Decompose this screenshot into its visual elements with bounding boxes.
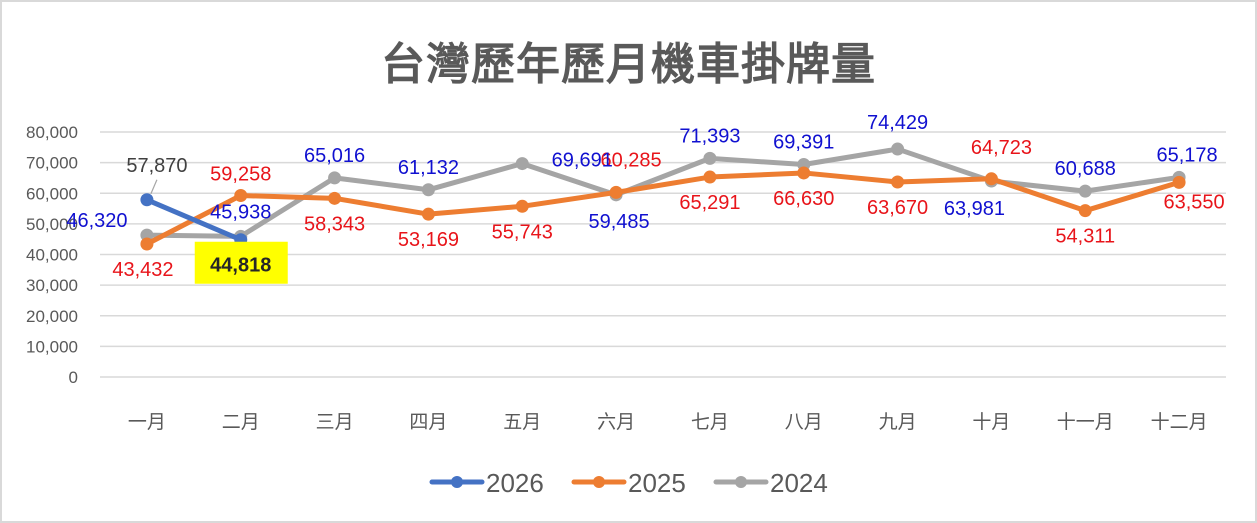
x-tick-label: 二月	[222, 411, 260, 433]
legend-marker-icon	[735, 476, 747, 488]
data-label-2024: 74,429	[867, 112, 928, 134]
data-point-marker	[609, 185, 623, 199]
chart-title: 台灣歷年歷月機車掛牌量	[381, 39, 876, 90]
x-tick-label: 八月	[785, 411, 823, 433]
data-point-marker	[515, 199, 529, 213]
data-point-marker	[797, 166, 811, 180]
data-label-2025: 60,285	[600, 149, 661, 171]
data-label-2024: 63,981	[944, 198, 1005, 220]
legend-label: 2024	[770, 468, 828, 498]
data-label-2025: 63,670	[867, 197, 928, 219]
data-label-2025: 64,723	[971, 137, 1032, 159]
data-point-marker	[984, 172, 998, 186]
x-tick-label: 一月	[128, 411, 166, 433]
x-tick-label: 九月	[879, 411, 917, 433]
data-point-marker	[328, 191, 342, 205]
data-label-2024: 46,320	[66, 210, 127, 232]
data-label-2025: 66,630	[773, 188, 834, 210]
legend-marker-icon	[593, 476, 605, 488]
y-axis: 0 10,000 20,000 30,000 40,000 50,000 60,000 70,…	[26, 123, 78, 387]
x-tick-label: 七月	[691, 411, 729, 433]
x-tick-label: 六月	[597, 411, 635, 433]
data-label-2024: 61,132	[398, 157, 459, 179]
legend-label: 2026	[486, 468, 544, 498]
data-point-marker	[1172, 175, 1186, 189]
series-lines	[140, 142, 1186, 251]
data-label-2024: 65,178	[1156, 144, 1217, 166]
data-point-marker	[140, 193, 154, 207]
data-point-marker	[515, 157, 529, 171]
data-point-marker	[234, 189, 248, 203]
y-tick-label: 70,000	[26, 154, 78, 173]
legend-marker-icon	[451, 476, 463, 488]
y-tick-label: 10,000	[26, 337, 78, 356]
data-label-2025: 59,258	[210, 164, 271, 186]
data-label-2024: 45,938	[210, 201, 271, 223]
x-tick-label: 四月	[409, 411, 447, 433]
data-label-2026: 57,870	[126, 155, 187, 177]
y-tick-label: 30,000	[26, 276, 78, 295]
data-label-2025: 65,291	[679, 192, 740, 214]
legend: 2026 2025 2024	[429, 468, 828, 498]
data-label-2024: 59,485	[588, 211, 649, 233]
data-point-marker	[703, 151, 717, 165]
data-label-2024: 69,391	[773, 131, 834, 153]
y-tick-label: 50,000	[26, 215, 78, 234]
legend-item-2026[interactable]: 2026	[429, 468, 544, 498]
legend-item-2025[interactable]: 2025	[571, 468, 686, 498]
data-labels: 43,432 59,258 58,343 53,169 55,743 60,285 65,2…	[66, 112, 1225, 284]
series-2025	[140, 166, 1186, 251]
y-tick-label: 20,000	[26, 307, 78, 326]
legend-label: 2025	[628, 468, 686, 498]
y-tick-label: 40,000	[26, 246, 78, 265]
data-label-2025: 55,743	[492, 221, 553, 243]
data-point-marker	[421, 183, 435, 197]
x-tick-label: 五月	[503, 411, 541, 433]
x-tick-label: 十月	[972, 411, 1010, 433]
y-tick-label: 80,000	[26, 123, 78, 142]
data-point-marker	[421, 207, 435, 221]
x-axis: 一月 二月 三月 四月 五月 六月 七月 八月 九月 十月 十一月 十二月	[128, 411, 1208, 433]
y-tick-label: 0	[69, 368, 78, 387]
data-point-marker	[328, 171, 342, 185]
x-tick-label: 三月	[316, 411, 354, 433]
data-point-marker	[891, 175, 905, 189]
data-label-2025: 53,169	[398, 229, 459, 251]
data-label-2025: 63,550	[1163, 191, 1224, 213]
data-point-marker	[703, 170, 717, 184]
data-label-2024: 65,016	[304, 145, 365, 167]
data-label-2025: 54,311	[1055, 226, 1115, 248]
label-leader-line	[150, 179, 158, 195]
legend-item-2024[interactable]: 2024	[713, 468, 828, 498]
x-tick-label: 十一月	[1057, 411, 1114, 433]
x-tick-label: 十二月	[1151, 411, 1208, 433]
data-label-2026-highlight: 44,818	[210, 255, 271, 277]
data-point-marker	[891, 142, 905, 156]
gridlines	[100, 131, 1226, 378]
data-label-2025: 58,343	[304, 213, 365, 235]
data-label-2025: 43,432	[112, 259, 173, 281]
data-point-marker	[1078, 184, 1092, 198]
highlight-box	[194, 241, 288, 284]
data-label-2024: 60,688	[1055, 158, 1116, 180]
data-label-2024: 69,691	[552, 150, 613, 172]
y-tick-label: 60,000	[26, 184, 78, 203]
data-point-marker	[140, 237, 154, 251]
data-point-marker	[1078, 204, 1092, 218]
data-label-2024: 71,393	[679, 125, 740, 147]
